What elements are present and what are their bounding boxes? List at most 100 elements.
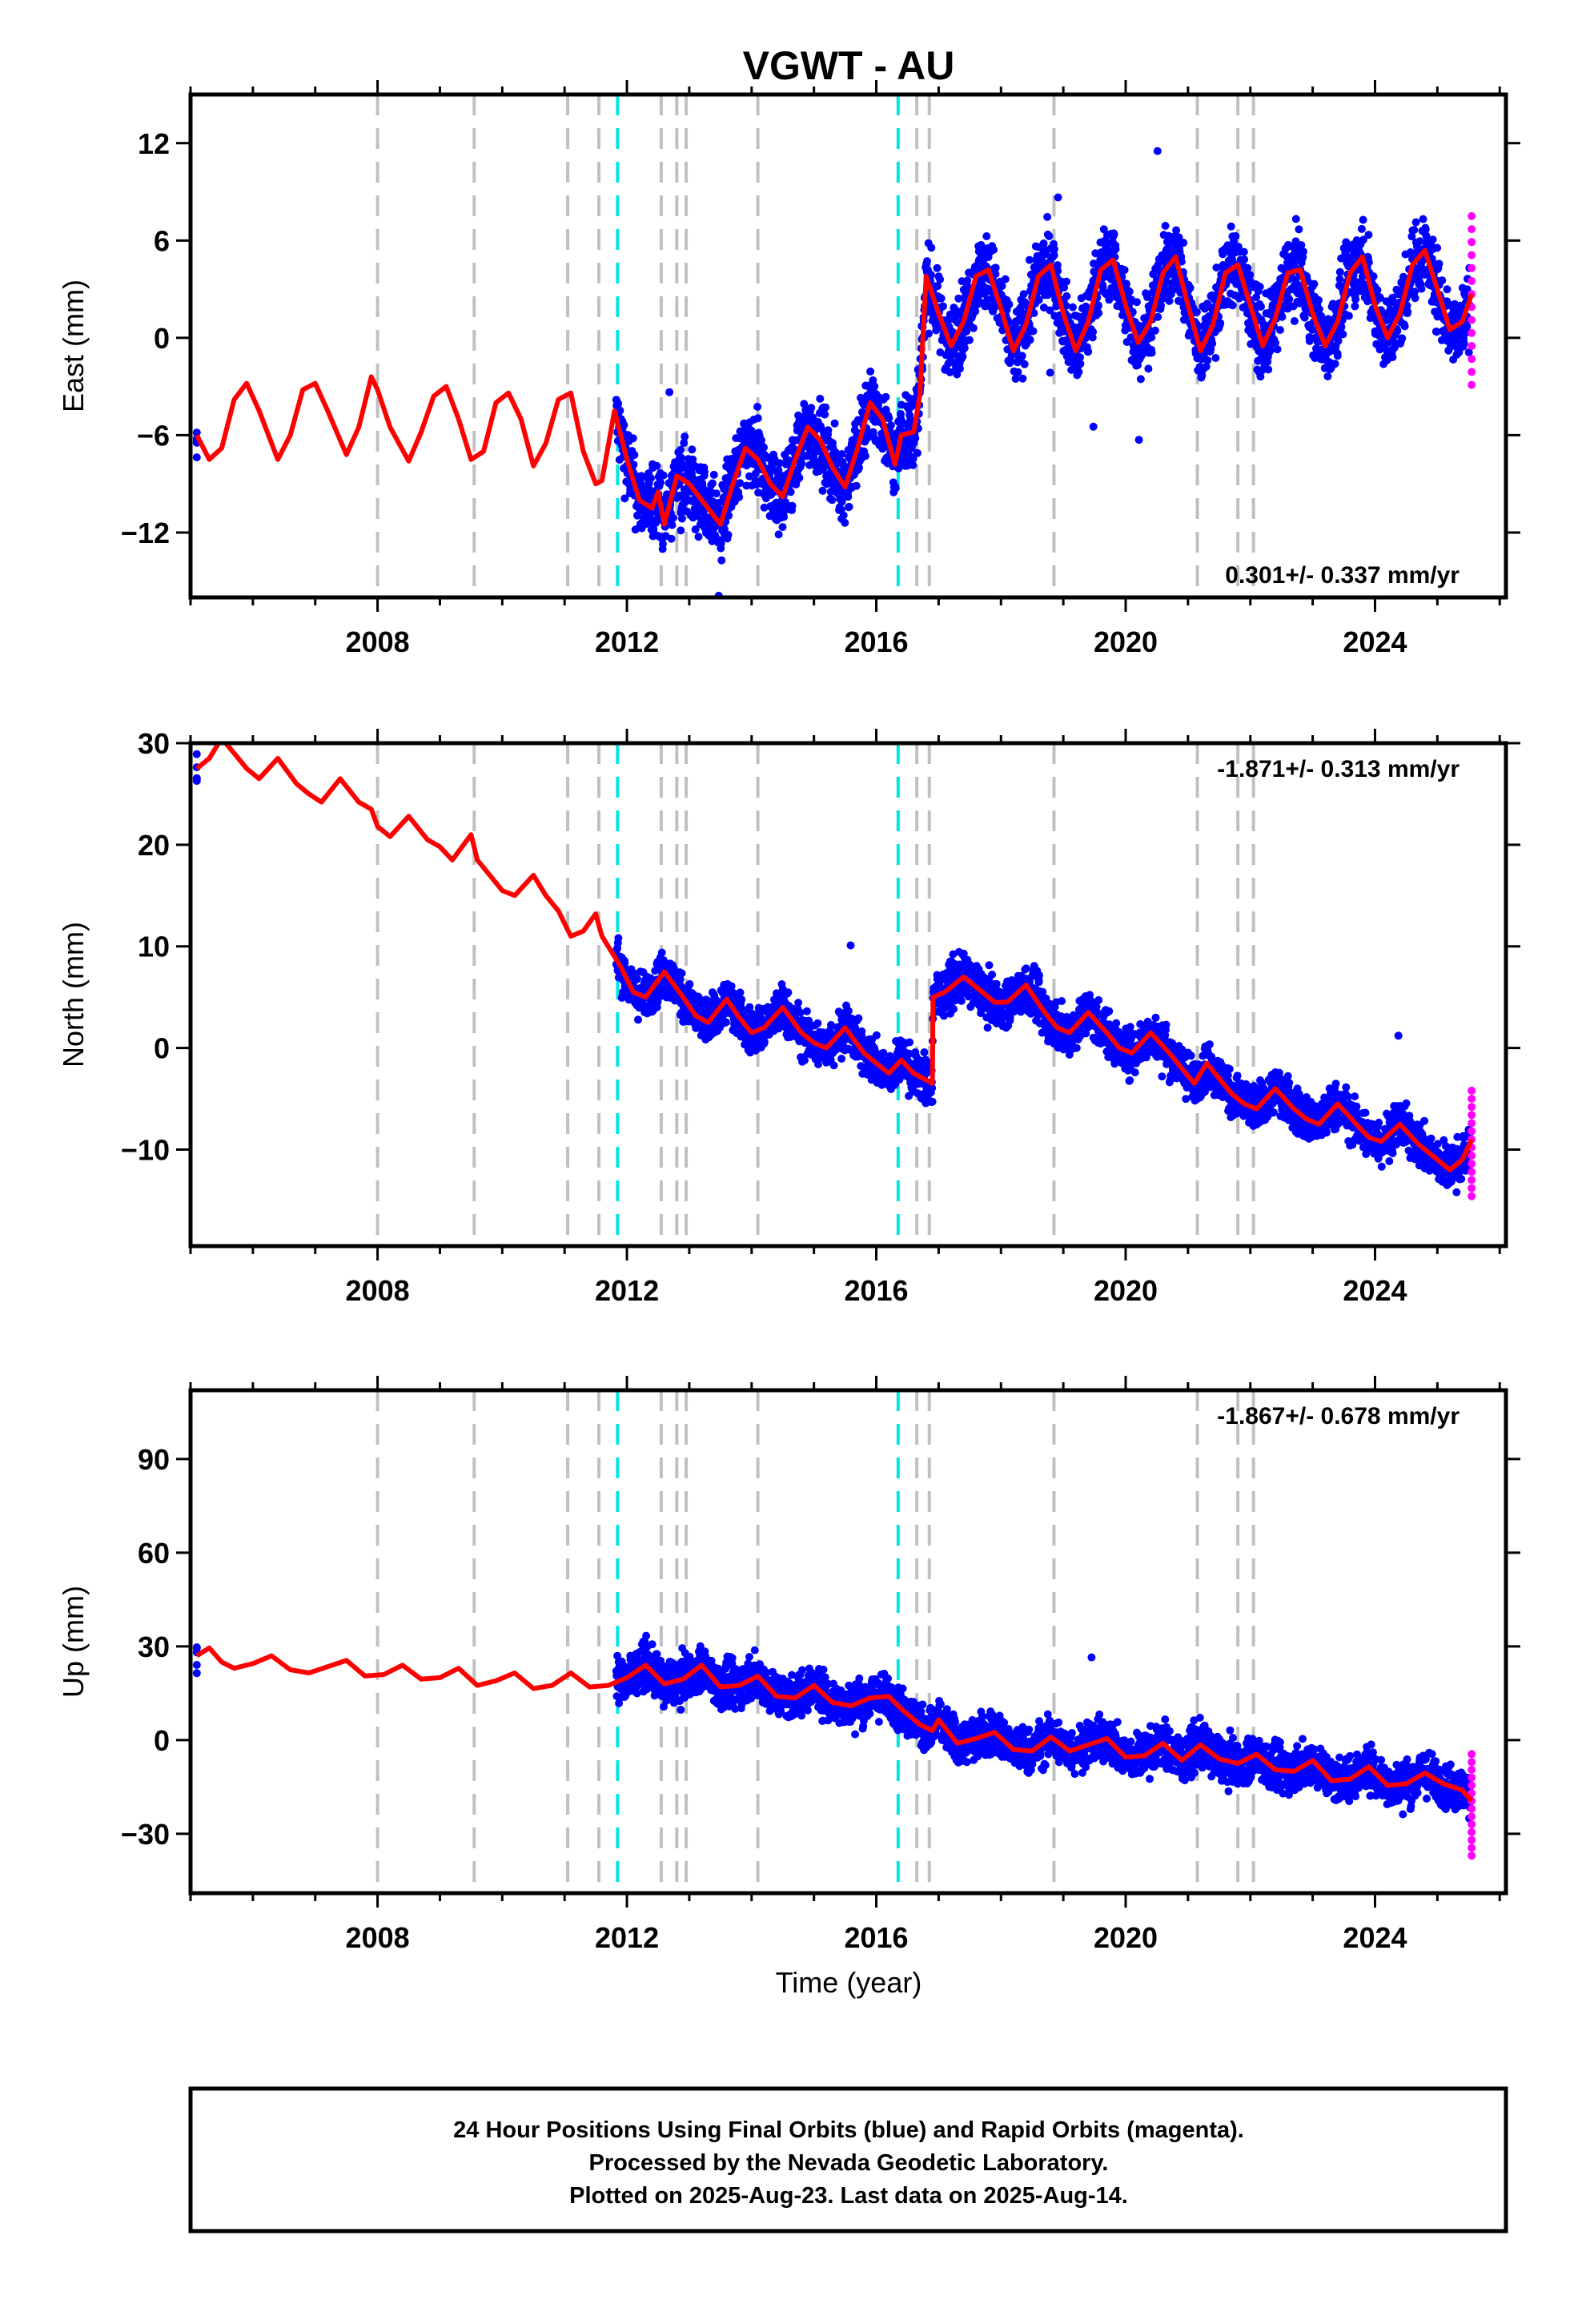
final-orbit-point — [946, 368, 954, 376]
panel-frame — [188, 92, 1508, 600]
final-orbit-point — [905, 1038, 914, 1047]
final-orbit-point — [784, 988, 793, 997]
final-orbit-point — [737, 995, 746, 1004]
final-orbit-point — [1165, 296, 1174, 305]
x-tick-label: 2008 — [346, 625, 410, 658]
final-orbit-point — [909, 460, 917, 469]
final-orbit-point — [1240, 255, 1249, 263]
final-orbit-point — [920, 1048, 929, 1056]
final-orbit-point — [1134, 360, 1142, 369]
final-orbit-point — [1410, 226, 1419, 234]
final-orbit-point — [1390, 344, 1399, 352]
final-orbit-point — [616, 406, 624, 415]
final-orbit-point — [1357, 224, 1366, 233]
final-orbit-point — [753, 403, 762, 411]
final-orbit-point — [911, 434, 920, 443]
final-orbit-point — [813, 1019, 822, 1027]
final-orbit-point — [1267, 346, 1275, 354]
final-orbit-point — [933, 263, 942, 272]
final-orbit-point — [1393, 327, 1402, 336]
final-orbit-point — [680, 439, 689, 448]
final-orbit-point — [1257, 302, 1265, 311]
final-orbit-point — [1045, 231, 1054, 240]
final-orbit-point — [839, 511, 848, 520]
final-orbit-point — [1125, 287, 1134, 296]
rapid-orbit-point — [1468, 368, 1476, 376]
final-orbit-point — [1074, 368, 1083, 376]
final-orbit-point — [1438, 276, 1447, 285]
final-orbit-point — [1333, 352, 1342, 360]
final-orbit-point — [775, 459, 784, 468]
plot-area — [192, 94, 1476, 597]
final-orbit-point — [828, 496, 837, 505]
rapid-orbit-point — [1468, 277, 1476, 285]
final-orbit-point — [949, 950, 958, 959]
final-orbit-point — [940, 1011, 948, 1020]
final-orbit-point — [837, 497, 846, 506]
final-orbit-point — [963, 276, 972, 285]
final-orbit-point — [652, 461, 661, 470]
final-orbit-point — [909, 454, 917, 463]
final-orbit-point — [863, 428, 872, 436]
final-orbit-point — [1256, 372, 1265, 381]
final-orbit-point — [862, 434, 871, 443]
final-orbit-point — [1147, 348, 1156, 357]
final-orbit-point — [727, 982, 736, 991]
final-orbit-point — [1174, 233, 1183, 242]
final-orbit-point — [957, 996, 966, 1005]
final-orbit-point — [780, 513, 789, 521]
final-orbit-point — [928, 1097, 937, 1106]
final-orbit-point — [966, 336, 974, 344]
final-orbit-point — [1227, 222, 1235, 231]
final-orbit-point — [950, 1005, 958, 1013]
final-orbit-point — [990, 245, 998, 254]
final-orbit-point — [794, 999, 803, 1007]
final-orbit-point — [998, 282, 1006, 291]
final-orbit-point — [1411, 294, 1419, 303]
final-orbit-point — [620, 420, 628, 429]
final-orbit-point — [852, 481, 861, 490]
final-orbit-point — [1243, 263, 1252, 272]
final-orbit-point — [1297, 241, 1306, 250]
final-orbit-point — [1435, 259, 1443, 268]
final-orbit-point — [1351, 295, 1360, 304]
final-orbit-point — [1034, 296, 1043, 304]
final-orbit-point — [1076, 353, 1084, 362]
final-orbit-point — [1400, 322, 1409, 331]
final-orbit-point — [1421, 225, 1430, 234]
final-orbit-point — [1054, 193, 1062, 202]
final-orbit-point — [677, 453, 685, 462]
rapid-orbit-point — [1468, 328, 1476, 337]
final-orbit-point — [760, 503, 769, 512]
final-orbit-point — [647, 474, 655, 482]
final-orbit-point — [1295, 225, 1303, 234]
final-orbit-point — [872, 1031, 881, 1039]
final-orbit-point — [1157, 301, 1166, 310]
final-orbit-point — [677, 514, 686, 523]
final-orbit-point — [1364, 231, 1373, 239]
final-orbit-point — [1050, 251, 1058, 259]
final-orbit-point — [845, 502, 853, 511]
final-orbit-point — [905, 394, 913, 403]
final-orbit-point — [1208, 340, 1217, 348]
final-orbit-point — [796, 1008, 805, 1017]
final-orbit-point — [1417, 284, 1426, 293]
final-orbit-point — [861, 452, 869, 460]
y-tick-label: −12 — [121, 517, 170, 549]
final-orbit-point — [677, 969, 686, 978]
final-orbit-point — [1273, 345, 1282, 354]
final-orbit-point — [983, 1023, 992, 1032]
final-orbit-point — [1231, 231, 1240, 240]
final-orbit-point — [774, 530, 783, 539]
final-orbit-point — [891, 484, 900, 493]
final-orbit-point — [1211, 354, 1220, 362]
final-orbit-point — [1271, 339, 1279, 348]
final-orbit-point — [1415, 237, 1424, 246]
final-orbit-point — [814, 1060, 822, 1068]
rapid-orbit-point — [1468, 355, 1476, 364]
final-orbit-point — [1110, 231, 1118, 239]
final-orbit-point — [1089, 422, 1098, 431]
final-orbit-point — [844, 493, 853, 501]
